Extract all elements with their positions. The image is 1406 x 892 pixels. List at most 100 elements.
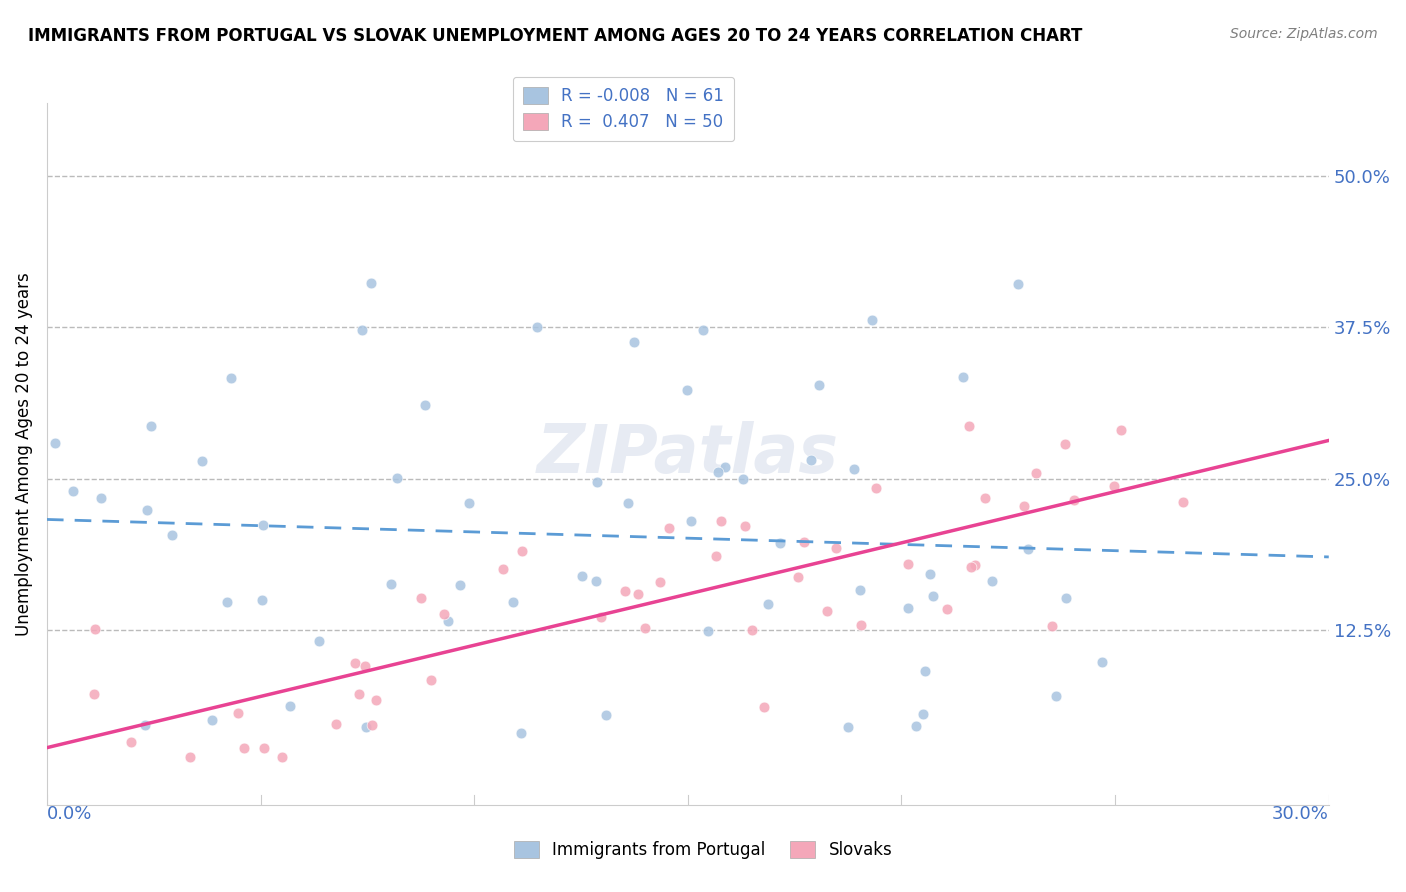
Point <box>136 502 159 516</box>
Point <box>83 687 105 701</box>
Point <box>648 575 671 590</box>
Point <box>793 535 815 549</box>
Point <box>675 383 697 397</box>
Point <box>226 706 249 720</box>
Point <box>704 549 727 563</box>
Point <box>271 750 294 764</box>
Point <box>1007 277 1029 292</box>
Point <box>201 713 224 727</box>
Point <box>250 592 273 607</box>
Point <box>914 664 936 678</box>
Point <box>526 319 548 334</box>
Point <box>449 578 471 592</box>
Point <box>957 418 980 433</box>
Text: Source: ZipAtlas.com: Source: ZipAtlas.com <box>1230 27 1378 41</box>
Point <box>325 717 347 731</box>
Point <box>1040 619 1063 633</box>
Point <box>387 471 409 485</box>
Point <box>571 569 593 583</box>
Point <box>965 558 987 572</box>
Point <box>589 610 612 624</box>
Point <box>787 569 810 583</box>
Point <box>90 491 112 505</box>
Point <box>191 454 214 468</box>
Point <box>437 614 460 628</box>
Point <box>219 371 242 385</box>
Point <box>734 519 756 533</box>
Point <box>1012 499 1035 513</box>
Point <box>714 459 737 474</box>
Point <box>380 577 402 591</box>
Point <box>897 557 920 571</box>
Point <box>510 725 533 739</box>
Point <box>215 595 238 609</box>
Point <box>627 587 650 601</box>
Point <box>849 618 872 632</box>
Point <box>350 323 373 337</box>
Point <box>364 693 387 707</box>
Point <box>44 435 66 450</box>
Y-axis label: Unemployment Among Ages 20 to 24 years: Unemployment Among Ages 20 to 24 years <box>15 273 32 636</box>
Point <box>808 378 831 392</box>
Point <box>758 597 780 611</box>
Point <box>162 528 184 542</box>
Point <box>815 604 838 618</box>
Point <box>824 541 846 556</box>
Point <box>1063 493 1085 508</box>
Point <box>849 582 872 597</box>
Point <box>754 699 776 714</box>
Point <box>613 583 636 598</box>
Point <box>139 418 162 433</box>
Point <box>865 481 887 495</box>
Point <box>491 562 513 576</box>
Point <box>679 514 702 528</box>
Point <box>120 735 142 749</box>
Point <box>1053 437 1076 451</box>
Point <box>1173 495 1195 509</box>
Point <box>253 740 276 755</box>
Point <box>354 720 377 734</box>
Point <box>617 496 640 510</box>
Legend: R = -0.008   N = 61, R =  0.407   N = 50: R = -0.008 N = 61, R = 0.407 N = 50 <box>513 77 734 141</box>
Legend: Immigrants from Portugal, Slovaks: Immigrants from Portugal, Slovaks <box>508 834 898 866</box>
Point <box>634 622 657 636</box>
Point <box>343 657 366 671</box>
Point <box>1054 591 1077 605</box>
Point <box>921 589 943 603</box>
Point <box>741 624 763 638</box>
Point <box>179 750 201 764</box>
Point <box>692 323 714 337</box>
Point <box>420 673 443 688</box>
Point <box>1017 542 1039 557</box>
Text: IMMIGRANTS FROM PORTUGAL VS SLOVAK UNEMPLOYMENT AMONG AGES 20 TO 24 YEARS CORREL: IMMIGRANTS FROM PORTUGAL VS SLOVAK UNEMP… <box>28 27 1083 45</box>
Point <box>308 633 330 648</box>
Point <box>347 687 370 701</box>
Point <box>433 607 456 621</box>
Point <box>1091 655 1114 669</box>
Point <box>837 720 859 734</box>
Point <box>959 559 981 574</box>
Point <box>860 312 883 326</box>
Point <box>360 718 382 732</box>
Point <box>1111 423 1133 437</box>
Point <box>1045 689 1067 703</box>
Point <box>354 659 377 673</box>
Point <box>457 496 479 510</box>
Point <box>904 719 927 733</box>
Text: 30.0%: 30.0% <box>1272 805 1329 823</box>
Point <box>62 483 84 498</box>
Point <box>83 622 105 636</box>
Point <box>769 536 792 550</box>
Text: ZIPatlas: ZIPatlas <box>537 421 839 487</box>
Point <box>360 276 382 290</box>
Point <box>973 491 995 505</box>
Point <box>252 517 274 532</box>
Point <box>897 600 920 615</box>
Point <box>697 624 720 638</box>
Point <box>733 471 755 485</box>
Point <box>595 707 617 722</box>
Point <box>586 475 609 489</box>
Point <box>585 574 607 589</box>
Point <box>980 574 1002 588</box>
Point <box>911 706 934 721</box>
